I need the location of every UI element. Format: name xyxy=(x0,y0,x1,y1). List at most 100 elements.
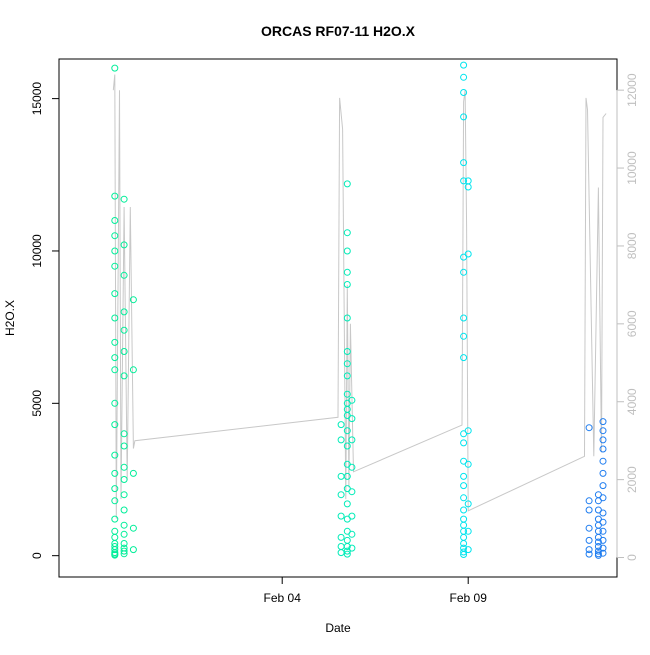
data-point xyxy=(337,491,345,499)
data-point xyxy=(464,500,472,508)
data-point xyxy=(129,524,137,532)
data-point xyxy=(460,533,468,541)
data-point xyxy=(111,469,119,477)
y2-tick-label: 2000 xyxy=(625,466,639,493)
data-point xyxy=(460,521,468,529)
data-point xyxy=(120,271,128,279)
data-point xyxy=(464,427,472,435)
y2-tick-label: 12000 xyxy=(625,73,639,107)
data-point xyxy=(343,543,351,550)
data-point xyxy=(348,544,356,552)
y2-tick-label: 0 xyxy=(625,554,639,561)
data-point xyxy=(120,241,128,249)
data-point xyxy=(599,527,607,535)
data-point xyxy=(464,183,472,191)
data-point xyxy=(129,296,137,304)
data-point xyxy=(585,506,593,514)
data-point xyxy=(343,268,351,276)
data-point xyxy=(343,372,351,380)
data-point xyxy=(343,536,351,544)
data-point xyxy=(464,460,472,468)
data-point xyxy=(599,536,607,544)
data-point xyxy=(343,427,351,435)
data-point xyxy=(460,159,468,167)
data-point xyxy=(337,472,345,480)
data-point xyxy=(343,442,351,450)
y2-tick-label: 8000 xyxy=(625,232,639,259)
data-point xyxy=(111,533,119,541)
data-point xyxy=(348,436,356,444)
data-point xyxy=(599,418,607,426)
data-point xyxy=(111,551,119,559)
axes-layer: 0 5000 10000 15000 0 2000 4000 6000 8000 10000 120… xyxy=(30,73,639,605)
y-axis-label: H2O.X xyxy=(3,300,17,336)
data-point xyxy=(111,262,119,270)
data-point xyxy=(460,268,468,276)
data-point xyxy=(120,547,128,555)
data-point xyxy=(460,113,468,121)
data-point xyxy=(111,64,119,72)
altitude-line xyxy=(112,74,607,519)
altitude-line-layer xyxy=(112,74,607,519)
data-point xyxy=(120,348,128,355)
data-point xyxy=(348,512,356,520)
data-point xyxy=(460,354,468,362)
data-point xyxy=(599,427,607,435)
data-point xyxy=(460,482,468,490)
data-point xyxy=(337,549,345,557)
x-axis-label: Date xyxy=(325,621,351,635)
data-point xyxy=(343,550,351,558)
data-point xyxy=(585,546,593,554)
data-point xyxy=(120,372,128,380)
data-point xyxy=(343,281,351,288)
data-point xyxy=(594,538,602,546)
data-point xyxy=(337,512,345,520)
data-point xyxy=(348,530,356,538)
data-point xyxy=(343,314,351,322)
data-point xyxy=(343,360,351,368)
data-point xyxy=(337,543,345,550)
data-point xyxy=(460,551,468,558)
data-point xyxy=(120,550,128,558)
data-point xyxy=(599,549,607,557)
data-point xyxy=(464,527,472,535)
data-point xyxy=(599,469,607,477)
data-point xyxy=(460,515,468,523)
data-point xyxy=(599,509,607,517)
data-point xyxy=(460,540,468,547)
data-point xyxy=(343,500,351,508)
y-tick-label: 10000 xyxy=(30,234,44,268)
data-point xyxy=(111,354,119,362)
data-point xyxy=(129,366,137,374)
y2-tick-label: 6000 xyxy=(625,310,639,337)
data-point xyxy=(120,476,128,483)
data-point xyxy=(343,180,351,188)
data-point xyxy=(120,521,128,529)
data-point xyxy=(460,332,468,340)
data-point xyxy=(120,540,128,547)
data-point xyxy=(120,195,128,203)
data-point xyxy=(120,491,128,499)
data-point xyxy=(111,314,119,322)
data-point xyxy=(594,543,602,550)
data-point xyxy=(460,472,468,480)
data-point xyxy=(460,61,468,69)
data-point xyxy=(460,73,468,81)
data-point xyxy=(120,442,128,450)
data-point xyxy=(343,229,351,237)
data-points-layer xyxy=(111,61,607,559)
data-point xyxy=(111,232,119,240)
data-point xyxy=(348,396,356,404)
chart-title: ORCAS RF07-11 H2O.X xyxy=(261,23,416,39)
data-point xyxy=(111,515,119,523)
data-point xyxy=(460,177,468,185)
data-point xyxy=(348,488,356,496)
data-point xyxy=(129,546,137,554)
data-point xyxy=(599,494,607,502)
data-point xyxy=(111,485,119,493)
x-tick-label: Feb 09 xyxy=(450,591,488,605)
data-point xyxy=(343,472,351,480)
data-point xyxy=(120,530,128,538)
data-point xyxy=(460,89,468,96)
data-point xyxy=(120,463,128,471)
